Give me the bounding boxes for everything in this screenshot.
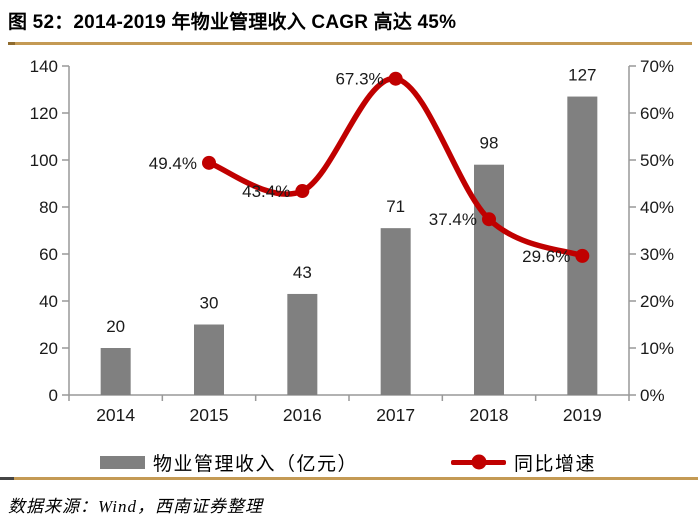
bar-2016 [287, 293, 318, 395]
line-marker-icon [471, 454, 486, 470]
x-axis-category-label: 2018 [470, 405, 509, 425]
right-axis-tick-label: 50% [640, 151, 674, 170]
x-axis-category-label: 2019 [563, 405, 602, 425]
growth-value-label: 43.4% [242, 182, 290, 201]
footer-divider-cap [0, 477, 14, 480]
right-axis-tick-label: 70% [640, 57, 674, 76]
right-axis-tick-label: 30% [640, 245, 674, 264]
bar-value-label: 98 [480, 134, 499, 153]
right-axis-tick-label: 0% [640, 386, 665, 405]
left-axis-tick-label: 120 [30, 104, 58, 123]
growth-point-2018 [482, 212, 496, 227]
right-axis-tick-label: 60% [640, 104, 674, 123]
x-axis-category-label: 2017 [376, 405, 415, 425]
bar-series-swatch [100, 455, 145, 469]
right-axis-tick-label: 20% [640, 292, 674, 311]
growth-value-label: 67.3% [335, 70, 383, 89]
x-axis-category-label: 2015 [190, 405, 229, 425]
bar-2018 [474, 164, 504, 395]
left-axis-tick-label: 40 [39, 292, 58, 311]
x-axis-category-label: 2014 [96, 405, 135, 425]
source-note: 数据来源：Wind，西南证券整理 [8, 497, 263, 516]
left-axis-tick-label: 80 [39, 198, 58, 217]
left-axis-tick-label: 0 [49, 386, 58, 405]
title-divider-cap [8, 42, 15, 45]
right-axis-tick-label: 10% [640, 339, 674, 358]
bar-2017 [380, 228, 411, 395]
x-axis-category-label: 2016 [283, 405, 322, 425]
footer-divider [0, 477, 698, 480]
left-axis-tick-label: 100 [30, 151, 58, 170]
left-axis-tick-label: 140 [30, 57, 58, 76]
left-axis-tick-label: 60 [39, 245, 58, 264]
figure-title: 图 52：2014-2019 年物业管理收入 CAGR 高达 45% [8, 12, 457, 33]
growth-value-label: 49.4% [149, 154, 197, 173]
bar-2019 [567, 96, 598, 396]
bar-value-label: 30 [200, 294, 219, 313]
growth-point-2015 [202, 155, 216, 170]
growth-value-label: 37.4% [429, 210, 477, 229]
growth-point-2016 [295, 184, 310, 199]
line-series-swatch [451, 454, 506, 470]
growth-point-2017 [388, 71, 403, 86]
bar-value-label: 43 [293, 263, 312, 282]
bar-value-label: 127 [568, 66, 596, 85]
bar-2014 [100, 348, 131, 395]
bar-2015 [194, 324, 224, 395]
bar-value-label: 20 [106, 317, 125, 336]
legend-item-bars: 物业管理收入（亿元） [100, 451, 359, 475]
growth-value-label: 29.6% [522, 247, 570, 266]
bar-value-label: 71 [386, 197, 405, 216]
title-divider [8, 42, 692, 45]
legend-label-bars: 物业管理收入（亿元） [153, 453, 359, 475]
left-axis-tick-label: 20 [39, 339, 58, 358]
right-axis-tick-label: 40% [640, 198, 674, 217]
legend-item-line: 同比增速 [451, 451, 597, 475]
growth-point-2019 [575, 248, 590, 263]
legend-label-line: 同比增速 [514, 453, 597, 475]
